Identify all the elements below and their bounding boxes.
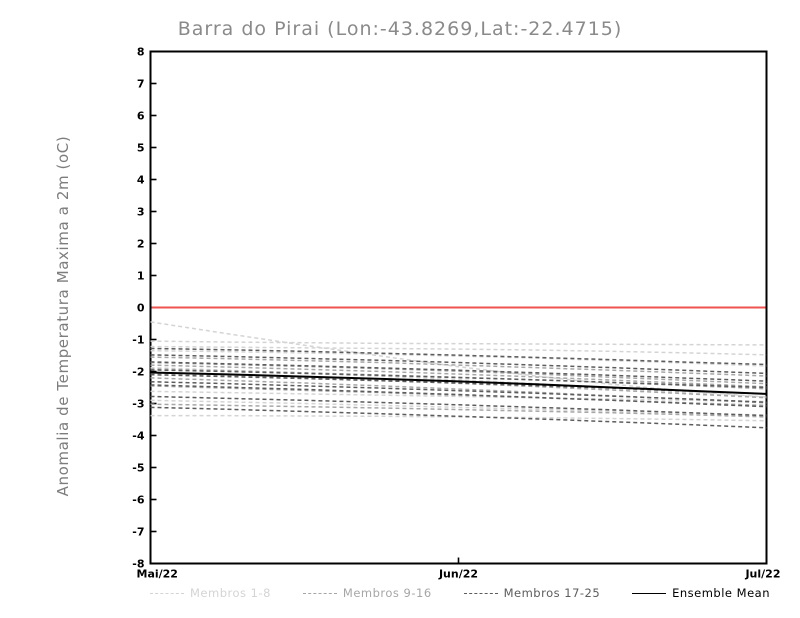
legend-item[interactable]: Membros 1-8: [150, 586, 271, 600]
y-axis-tick-label: 0: [137, 302, 145, 315]
y-axis-tick-label: 6: [137, 110, 145, 123]
y-axis-tick-label: -3: [132, 398, 144, 411]
legend-label: Membros 9-16: [342, 586, 432, 600]
legend-swatch-icon: [150, 592, 184, 594]
legend-item[interactable]: Membros 9-16: [302, 586, 432, 600]
legend-label: Membros 17-25: [503, 586, 601, 600]
page-title: Barra do Pirai (Lon:-43.8269,Lat:-22.471…: [177, 18, 623, 40]
series-line-member: [150, 399, 767, 416]
series-line-member: [150, 406, 767, 429]
chart-legend: Membros 1-8 Membros 9-16 Membros 17-25 Ense…: [150, 586, 770, 600]
legend-swatch-icon: [302, 592, 337, 594]
series-line-member: [150, 364, 767, 388]
y-axis-tick-label: 5: [137, 142, 145, 155]
y-axis-tick-label: -2: [132, 366, 144, 379]
series-line-member: [150, 345, 767, 356]
series-line-member: [150, 356, 767, 377]
legend-label: Membros 1-8: [190, 586, 271, 600]
x-axis-tick-label: Mai/22: [137, 568, 178, 581]
series-line-ensemble-mean: [150, 371, 767, 395]
series-line-member: [150, 403, 767, 418]
series-line-member: [150, 340, 767, 346]
series-line-member: [150, 395, 767, 417]
x-axis-tick-label: Jun/22: [438, 568, 478, 581]
legend-swatch-icon: [463, 592, 498, 594]
x-axis-tick-label: Jul/22: [744, 568, 780, 581]
legend-label: Ensemble Mean: [672, 586, 770, 600]
y-axis-tick-label: -7: [132, 526, 144, 539]
y-axis-tick-label: -4: [132, 430, 145, 443]
series-line-member: [150, 361, 767, 382]
y-axis-tick-label: 7: [137, 78, 145, 91]
y-axis-tick-label: -1: [132, 334, 144, 347]
series-line-member: [150, 354, 767, 375]
y-axis-tick-label: 8: [137, 46, 145, 59]
y-axis-tick-label: -6: [132, 494, 145, 507]
series-line-member: [150, 361, 767, 385]
legend-swatch-icon: [632, 592, 667, 594]
series-line-member: [150, 380, 767, 403]
y-axis-tick-label: 3: [137, 206, 145, 219]
y-axis-tick-label: 1: [137, 270, 145, 283]
series-line-member: [150, 384, 767, 408]
y-axis-tick-label: 4: [137, 174, 145, 187]
legend-item[interactable]: Membros 17-25: [463, 586, 601, 600]
y-axis-tick-label: -8: [132, 558, 144, 571]
y-axis-tick-label: 2: [137, 238, 145, 251]
series-line-member: [150, 366, 767, 398]
series-line-member: [150, 369, 767, 389]
series-line-member: [150, 390, 767, 403]
series-line-member: [150, 349, 767, 367]
legend-item[interactable]: Ensemble Mean: [632, 586, 770, 600]
series-line-member: [150, 321, 767, 398]
series-line-member: [150, 347, 767, 366]
y-axis-tick-label: -5: [132, 462, 144, 475]
